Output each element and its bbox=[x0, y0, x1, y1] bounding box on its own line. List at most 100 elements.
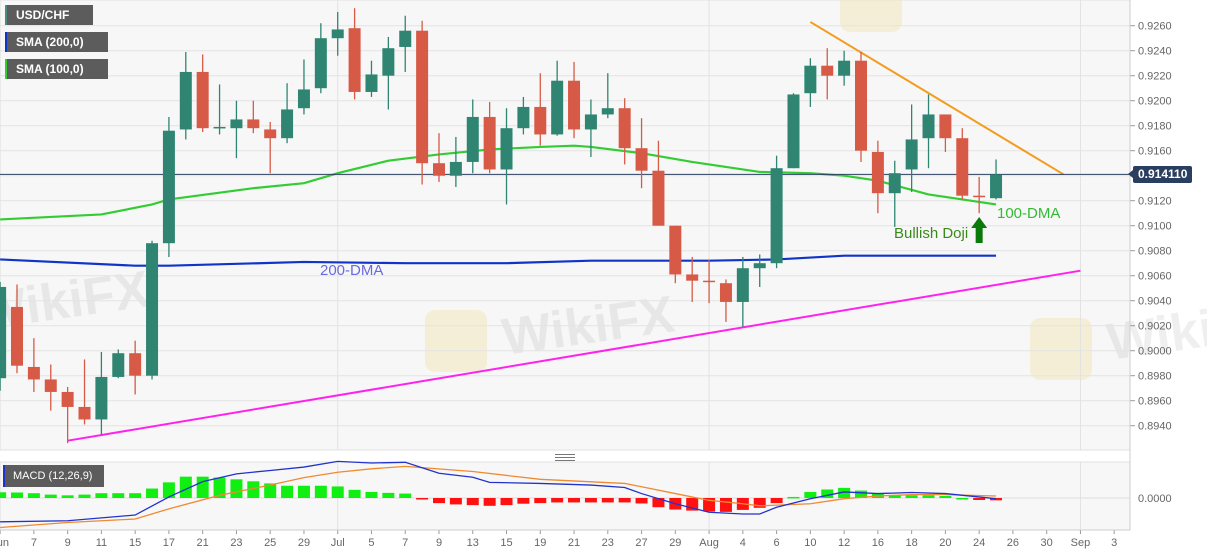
macd-histogram-bar bbox=[584, 498, 597, 503]
candle-jul-29 bbox=[669, 225, 682, 284]
x-tick-label: Jun bbox=[0, 537, 9, 549]
pane-resize-handle[interactable] bbox=[555, 452, 575, 462]
legend-color-bar bbox=[5, 5, 7, 25]
candle-jun-28 bbox=[281, 83, 294, 144]
macd-histogram-bar bbox=[635, 498, 648, 504]
candle-jul-21 bbox=[568, 61, 581, 139]
candle-jun-3 bbox=[0, 281, 7, 391]
annotation-100-dma: 100-DMA bbox=[997, 205, 1061, 222]
candle-aug-23 bbox=[956, 128, 969, 200]
candle-body bbox=[61, 391, 74, 407]
candle-jun-24 bbox=[247, 100, 260, 134]
legend-macd[interactable]: MACD (12,26,9) bbox=[3, 465, 105, 487]
macd-histogram-bar bbox=[112, 493, 125, 498]
x-tick-label: 26 bbox=[1007, 537, 1019, 549]
legend-symbol-label: USD/CHF bbox=[16, 8, 70, 22]
candle-aug-9 bbox=[787, 93, 800, 169]
macd-histogram-bar bbox=[61, 495, 74, 498]
x-tick-label: 9 bbox=[65, 537, 71, 549]
candle-aug-20 bbox=[939, 114, 952, 152]
macd-histogram-bar bbox=[939, 496, 952, 498]
legend-symbol[interactable]: USD/CHF bbox=[5, 5, 94, 25]
watermark-logo-icon bbox=[425, 310, 487, 372]
legend-sma200[interactable]: SMA (200,0) bbox=[5, 32, 108, 52]
candle-aug-4 bbox=[736, 256, 749, 327]
x-tick-label: Jul bbox=[331, 537, 345, 549]
macd-histogram-bar bbox=[888, 495, 901, 498]
candle-jul-1 bbox=[331, 11, 344, 56]
candle-body bbox=[534, 106, 547, 135]
candle-jul-2 bbox=[348, 8, 361, 100]
price-tick-label: 0.9060 bbox=[1138, 271, 1172, 283]
candle-body bbox=[179, 71, 192, 130]
x-tick-label: 24 bbox=[973, 537, 985, 549]
x-tick-label: 29 bbox=[298, 537, 310, 549]
macd-histogram-bar bbox=[0, 492, 7, 498]
candle-body bbox=[568, 80, 581, 130]
price-tick-label: 0.9260 bbox=[1138, 21, 1172, 33]
candle-body bbox=[95, 376, 108, 420]
x-tick-label: Aug bbox=[699, 537, 719, 549]
macd-histogram-bar bbox=[264, 483, 277, 498]
candle-jun-30 bbox=[314, 23, 327, 94]
candle-jul-22 bbox=[584, 99, 597, 157]
price-tick-label: 0.8960 bbox=[1138, 396, 1172, 408]
candle-body bbox=[753, 263, 766, 269]
watermark-logo-icon bbox=[1030, 318, 1092, 380]
macd-histogram-bar bbox=[787, 496, 800, 499]
resistance-trendline bbox=[809, 21, 1065, 176]
candle-body bbox=[787, 94, 800, 169]
candle-body bbox=[348, 28, 361, 92]
candle-aug-2 bbox=[703, 259, 716, 304]
candle-jun-18 bbox=[179, 51, 192, 140]
x-tick-label: 20 bbox=[939, 537, 951, 549]
candle-jun-22 bbox=[213, 84, 226, 135]
candle-aug-18 bbox=[905, 104, 918, 192]
macd-histogram-bar bbox=[855, 490, 867, 498]
candle-body bbox=[264, 129, 277, 139]
x-tick-label: 25 bbox=[264, 537, 276, 549]
candle-body bbox=[162, 130, 175, 244]
annotation-bullish-doji: Bullish Doji bbox=[894, 225, 969, 242]
x-tick-label: 19 bbox=[534, 537, 546, 549]
x-tick-label: 21 bbox=[568, 537, 580, 549]
legend-color-bar bbox=[5, 59, 7, 79]
candle-jun-4 bbox=[11, 284, 23, 374]
macd-histogram-bar bbox=[331, 486, 344, 498]
candle-body bbox=[129, 353, 142, 376]
candle-body bbox=[44, 379, 57, 392]
macd-histogram-bar bbox=[500, 498, 513, 506]
candle-body bbox=[871, 151, 884, 194]
macd-histogram-bar bbox=[399, 493, 412, 498]
price-tick-label: 0.9080 bbox=[1138, 246, 1172, 258]
legend-sma100[interactable]: SMA (100,0) bbox=[5, 59, 108, 79]
macd-histogram-bar bbox=[230, 479, 243, 498]
candle-jun-11 bbox=[95, 351, 108, 435]
candle-jun-17 bbox=[162, 116, 175, 257]
x-tick-label: 18 bbox=[906, 537, 918, 549]
candle-body bbox=[990, 174, 1003, 199]
candle-body bbox=[635, 148, 648, 171]
candle-body bbox=[669, 225, 682, 275]
candle-jul-5 bbox=[365, 60, 378, 97]
candle-body bbox=[365, 74, 378, 92]
macd-histogram-bar bbox=[956, 498, 969, 500]
macd-histogram-bar bbox=[297, 485, 310, 498]
candle-aug-24 bbox=[973, 176, 986, 214]
candle-body bbox=[652, 170, 665, 226]
support-trendline bbox=[67, 269, 1081, 442]
price-tick-label: 0.9040 bbox=[1138, 296, 1172, 308]
candle-jul-28 bbox=[652, 140, 665, 226]
macd-histogram-bar bbox=[433, 498, 445, 504]
candle-jul-15 bbox=[500, 108, 513, 205]
price-tick-label: 0.9120 bbox=[1138, 196, 1172, 208]
x-tick-label: 13 bbox=[467, 537, 479, 549]
candle-body bbox=[0, 286, 7, 379]
x-tick-label: 4 bbox=[740, 537, 746, 549]
x-tick-label: 15 bbox=[500, 537, 512, 549]
candle-jul-9 bbox=[433, 133, 445, 182]
candle-jun-8 bbox=[44, 364, 57, 411]
candle-jul-23 bbox=[601, 73, 614, 119]
candle-body bbox=[27, 366, 40, 380]
